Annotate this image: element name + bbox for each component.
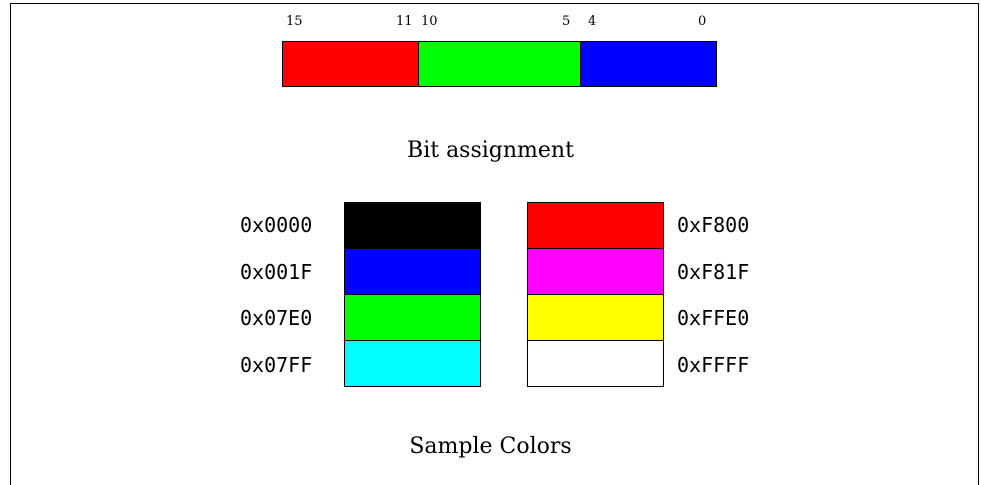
color-code-0x07FF: 0x07FF [240, 353, 313, 377]
swatch-cyan [344, 340, 481, 387]
red-bit-field [282, 41, 419, 87]
color-code-0xF81F: 0xF81F [677, 260, 750, 284]
swatch-yellow [527, 294, 664, 342]
swatch-green [344, 294, 481, 342]
swatch-magenta [527, 248, 664, 296]
sample-colors-caption: Sample Colors [409, 434, 572, 459]
color-code-0xFFFF: 0xFFFF [677, 353, 750, 377]
color-code-0x0000: 0x0000 [240, 213, 313, 237]
color-code-0xF800: 0xF800 [677, 213, 750, 237]
bit-label-0: 0 [698, 14, 707, 29]
color-code-0x07E0: 0x07E0 [240, 306, 313, 330]
bit-assignment-caption: Bit assignment [407, 138, 574, 163]
color-code-0x001F: 0x001F [240, 260, 313, 284]
green-bit-field [418, 41, 581, 87]
swatch-blue [344, 248, 481, 296]
blue-bit-field [580, 41, 717, 87]
swatch-black [344, 202, 481, 250]
bit-label-11: 11 [396, 14, 413, 29]
bit-label-10: 10 [421, 14, 438, 29]
swatch-white [527, 340, 664, 387]
bit-label-4: 4 [588, 14, 597, 29]
swatch-red [527, 202, 664, 250]
color-code-0xFFE0: 0xFFE0 [677, 306, 750, 330]
figure-frame [10, 3, 979, 485]
bit-label-5: 5 [562, 14, 571, 29]
bit-label-15: 15 [286, 14, 303, 29]
